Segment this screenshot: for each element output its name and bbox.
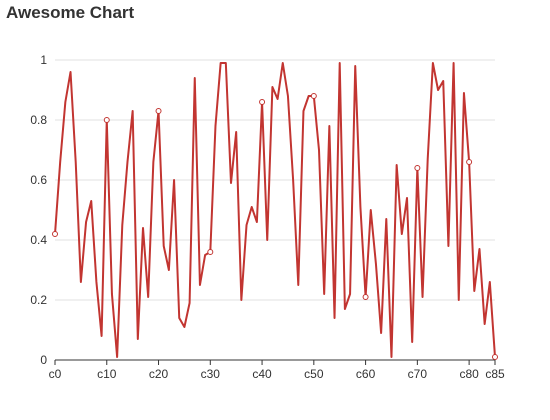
x-tick-label: c80 bbox=[459, 367, 479, 381]
x-tick-label: c10 bbox=[97, 367, 117, 381]
x-tick-label: c0 bbox=[49, 367, 62, 381]
y-tick-label: 0.2 bbox=[30, 293, 47, 307]
point-markers bbox=[52, 93, 498, 360]
data-point[interactable] bbox=[414, 165, 421, 171]
series bbox=[54, 62, 496, 358]
x-axis-labels: c0 c10 c20 c30 c40 c50 c60 c70 c80 c85 bbox=[49, 367, 505, 381]
data-point[interactable] bbox=[155, 108, 162, 114]
x-tick-label: c30 bbox=[201, 367, 221, 381]
data-point[interactable] bbox=[466, 159, 473, 165]
x-tick-label: c85 bbox=[485, 367, 505, 381]
y-tick-label: 1 bbox=[40, 53, 47, 67]
x-axis bbox=[54, 359, 496, 365]
series-line bbox=[54, 62, 496, 358]
x-tick-label: c50 bbox=[304, 367, 324, 381]
y-tick-label: 0.6 bbox=[30, 173, 47, 187]
x-tick-label: c60 bbox=[356, 367, 376, 381]
y-axis-labels: 0 0.2 0.4 0.6 0.8 1 bbox=[30, 53, 47, 367]
y-tick-label: 0.8 bbox=[30, 113, 47, 127]
y-tick-label: 0.4 bbox=[30, 233, 47, 247]
data-point[interactable] bbox=[207, 249, 214, 255]
x-tick-label: c40 bbox=[252, 367, 272, 381]
data-point[interactable] bbox=[103, 117, 110, 123]
data-point[interactable] bbox=[259, 99, 266, 105]
data-point[interactable] bbox=[362, 294, 369, 300]
x-tick-label: c20 bbox=[149, 367, 169, 381]
data-point[interactable] bbox=[310, 93, 317, 99]
y-tick-label: 0 bbox=[40, 353, 47, 367]
data-point[interactable] bbox=[52, 231, 58, 237]
chart-title: Awesome Chart bbox=[6, 3, 135, 22]
data-point[interactable] bbox=[492, 354, 498, 360]
x-tick-label: c70 bbox=[408, 367, 428, 381]
grid-lines bbox=[55, 59, 495, 301]
